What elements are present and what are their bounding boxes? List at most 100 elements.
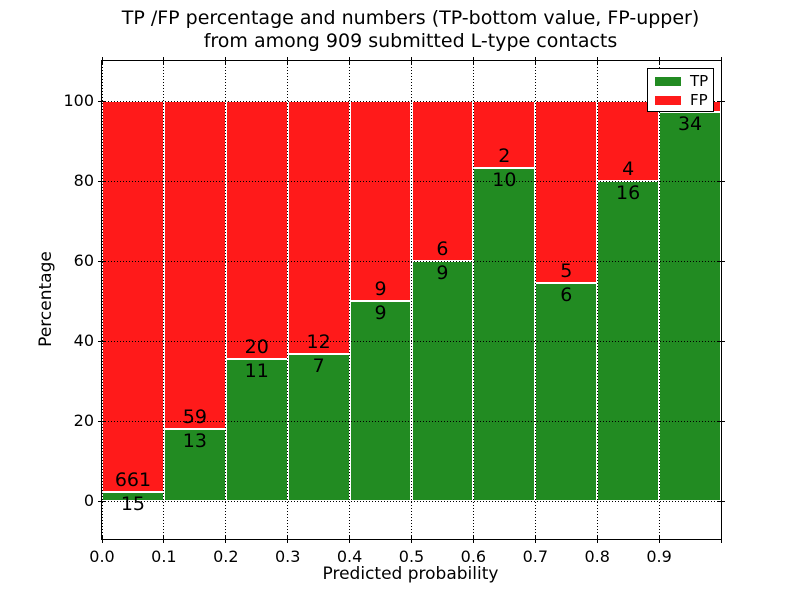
v-gridline (349, 61, 351, 539)
x-tick-label: 0.9 (646, 547, 672, 566)
x-tick-bottom (411, 535, 412, 543)
bar-segment-tp (535, 282, 598, 501)
tp-count-label: 6 (560, 283, 573, 306)
y-tick-right (717, 180, 725, 182)
fp-count-label: 9 (374, 278, 387, 300)
x-tick-bottom (658, 535, 660, 543)
legend-row-fp: FP (648, 91, 713, 110)
x-tick-bottom (720, 535, 722, 543)
x-tick-top (720, 57, 722, 65)
x-tick-top (225, 57, 227, 65)
y-tick-label: 60 (73, 251, 94, 270)
v-gridline (658, 61, 660, 539)
x-tick-label: 0.7 (522, 547, 549, 566)
x-tick-label: 0.4 (336, 547, 363, 566)
bar-segment-fp (349, 101, 412, 301)
legend-swatch-fp (655, 96, 681, 105)
v-gridline (720, 61, 722, 539)
h-gridline (102, 180, 721, 182)
y-tick-label: 80 (73, 171, 94, 190)
bar-segment-tp (411, 261, 474, 501)
v-gridline (534, 61, 536, 539)
chart-title: TP /FP percentage and numbers (TP-bottom… (101, 7, 720, 53)
tp-count-label: 9 (374, 302, 387, 324)
legend-swatch-tp (655, 77, 681, 86)
chart-title-line1: TP /FP percentage and numbers (TP-bottom… (121, 7, 700, 29)
y-tick-right (717, 260, 725, 262)
x-tick-bottom (101, 535, 103, 543)
bar-segment-fp (597, 101, 660, 181)
tp-count-label: 13 (182, 429, 207, 452)
fp-count-label: 12 (306, 330, 331, 353)
fp-count-label: 20 (244, 336, 269, 359)
tp-count-label: 7 (312, 354, 325, 377)
x-tick-top (163, 57, 165, 65)
h-gridline (102, 420, 721, 422)
x-tick-label: 0.5 (398, 547, 425, 566)
tp-count-label: 16 (616, 182, 641, 204)
v-gridline (225, 61, 227, 539)
fp-count-label: 2 (498, 144, 511, 167)
legend-label-tp: TP (690, 72, 709, 90)
tp-count-label: 11 (244, 360, 269, 383)
x-tick-bottom (287, 535, 289, 543)
x-tick-label: 0.0 (89, 547, 115, 566)
bar-segment-fp (287, 101, 350, 354)
fp-count-label: 6 (436, 238, 449, 260)
x-tick-label: 0.6 (460, 547, 487, 566)
tp-count-label: 9 (436, 262, 449, 284)
y-tick-right (717, 500, 725, 502)
y-tick-left (98, 500, 106, 502)
tp-count-label: 15 (120, 493, 146, 516)
bar-segment-tp (287, 353, 350, 501)
v-gridline (411, 61, 412, 539)
x-tick-bottom (225, 535, 227, 543)
v-gridline (596, 61, 598, 539)
x-tick-top (596, 57, 598, 65)
chart-title-line2: from among 909 submitted L-type contacts (203, 30, 618, 52)
bar-segment-tp (473, 167, 536, 501)
bar-segment-fp (163, 101, 226, 429)
bar-segment-tp (163, 428, 226, 501)
tp-count-label: 34 (677, 113, 703, 136)
y-tick-left (98, 340, 106, 342)
x-tick-bottom (163, 535, 165, 543)
legend-label-fp: FP (690, 91, 708, 109)
fp-count-label: 4 (622, 158, 635, 180)
x-tick-top (101, 57, 103, 65)
bar-segment-fp (102, 101, 164, 493)
bar-segment-fp (535, 101, 598, 283)
y-tick-left (98, 420, 106, 422)
v-gridline (287, 61, 289, 539)
x-tick-top (349, 57, 351, 65)
h-gridline (102, 500, 721, 502)
fp-count-label: 661 (114, 469, 152, 492)
y-tick-label: 40 (73, 331, 94, 350)
y-tick-label: 20 (73, 411, 94, 430)
y-tick-left (98, 100, 106, 102)
y-tick-right (717, 100, 725, 102)
h-gridline (102, 340, 721, 342)
x-tick-label: 0.8 (584, 547, 610, 566)
h-gridline (102, 100, 721, 102)
y-tick-left (98, 180, 106, 182)
y-tick-right (717, 340, 725, 342)
legend-row-tp: TP (648, 72, 713, 91)
y-axis-label: Percentage (36, 251, 56, 347)
x-tick-bottom (534, 535, 536, 543)
legend: TP FP (647, 68, 714, 112)
h-gridline (102, 260, 721, 262)
x-tick-top (658, 57, 660, 65)
y-tick-label: 0 (83, 491, 94, 510)
bar-segment-fp (225, 101, 288, 360)
x-tick-bottom (472, 535, 474, 543)
v-gridline (101, 61, 103, 539)
fp-count-label: 59 (182, 405, 207, 428)
x-axis-label: Predicted probability (322, 564, 499, 584)
y-tick-right (717, 420, 725, 422)
v-gridline (472, 61, 474, 539)
x-tick-top (411, 57, 412, 65)
v-gridline (163, 61, 165, 539)
x-tick-label: 0.1 (151, 547, 177, 566)
